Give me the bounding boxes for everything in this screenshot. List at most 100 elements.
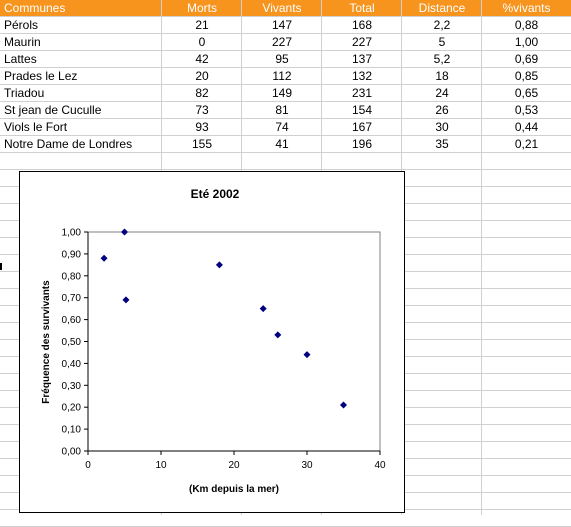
- cell-pct-vivants[interactable]: 0,88: [514, 18, 539, 32]
- data-point: [303, 351, 311, 359]
- y-tick-label: 0,20: [62, 403, 82, 414]
- cell-vivants[interactable]: 95: [275, 52, 289, 66]
- row-gridline: [0, 50, 571, 51]
- data-point: [340, 401, 347, 409]
- x-tick-label: 20: [228, 460, 240, 471]
- x-tick-label: 0: [85, 460, 91, 471]
- cell-distance[interactable]: 2,2: [433, 18, 451, 32]
- cell-pct-vivants[interactable]: 1,00: [514, 35, 539, 49]
- cell-commune[interactable]: Lattes: [4, 52, 37, 66]
- data-point: [122, 296, 130, 304]
- cell-vivants[interactable]: 81: [275, 103, 289, 117]
- y-tick-label: 0,80: [62, 271, 82, 282]
- cell-commune[interactable]: Pérols: [4, 18, 39, 32]
- cell-vivants[interactable]: 112: [272, 69, 292, 83]
- cell-pct-vivants[interactable]: 0,85: [514, 69, 539, 83]
- cell-distance[interactable]: 30: [435, 120, 449, 134]
- y-tick-label: 1,00: [62, 228, 82, 239]
- plot-area: [87, 231, 381, 452]
- cell-pct-vivants[interactable]: 0,69: [514, 52, 539, 66]
- data-point: [274, 331, 282, 339]
- cell-vivants[interactable]: 74: [275, 120, 289, 134]
- chart-title: Eté 2002: [191, 187, 240, 201]
- cell-total[interactable]: 168: [351, 18, 373, 32]
- cell-total[interactable]: 196: [351, 137, 373, 151]
- row-gridline: [0, 84, 571, 85]
- cell-vivants[interactable]: 41: [275, 137, 289, 151]
- cell-vivants[interactable]: 227: [271, 35, 293, 49]
- row-gridline: [0, 16, 571, 17]
- cell-total[interactable]: 231: [351, 86, 373, 100]
- cell-total[interactable]: 167: [351, 120, 373, 134]
- cell-distance[interactable]: 5: [438, 35, 446, 49]
- header-cell-commune[interactable]: Communes: [4, 1, 66, 15]
- cell-commune[interactable]: Triadou: [4, 86, 45, 100]
- data-points: [100, 228, 347, 409]
- cell-pct-vivants[interactable]: 0,44: [514, 120, 539, 134]
- header-cell-distance[interactable]: Distance: [418, 1, 466, 15]
- row-marker: [0, 263, 2, 270]
- x-tick-label: 10: [155, 460, 167, 471]
- header-row: [0, 0, 571, 17]
- header-cell-vivants[interactable]: Vivants: [262, 1, 302, 15]
- y-tick-label: 0,00: [62, 447, 82, 458]
- cell-distance[interactable]: 5,2: [433, 52, 451, 66]
- cell-commune[interactable]: Prades le Lez: [4, 69, 78, 83]
- y-axis-label: Fréquence des survivants: [41, 280, 52, 404]
- cell-morts[interactable]: 82: [195, 86, 209, 100]
- cell-pct-vivants[interactable]: 0,65: [514, 86, 539, 100]
- cell-distance[interactable]: 18: [435, 69, 449, 83]
- x-tick-label: 40: [374, 460, 386, 471]
- cell-commune[interactable]: Viols le Fort: [4, 120, 68, 134]
- header-cell-pct-vivants[interactable]: %vivants: [502, 1, 551, 15]
- cell-morts[interactable]: 0: [198, 35, 206, 49]
- y-tick-label: 0,30: [62, 381, 82, 392]
- row-gridline: [0, 67, 571, 68]
- cell-total[interactable]: 137: [351, 52, 373, 66]
- row-gridline: [0, 33, 571, 34]
- x-tick-label: 30: [301, 460, 313, 471]
- cell-morts[interactable]: 155: [191, 137, 213, 151]
- cell-vivants[interactable]: 149: [271, 86, 293, 100]
- cell-total[interactable]: 154: [351, 103, 373, 117]
- cell-morts[interactable]: 93: [195, 120, 209, 134]
- row-gridline: [0, 152, 571, 153]
- chart-canvas: Eté 2002 (Km depuis la mer) Fréquence de…: [41, 187, 386, 495]
- cell-pct-vivants[interactable]: 0,21: [514, 137, 539, 151]
- cell-morts[interactable]: 21: [195, 18, 209, 32]
- cell-distance[interactable]: 24: [435, 86, 449, 100]
- cell-pct-vivants[interactable]: 0,53: [514, 103, 539, 117]
- row-gridline: [0, 118, 571, 119]
- cell-commune[interactable]: Maurin: [4, 35, 41, 49]
- cell-total[interactable]: 227: [351, 35, 373, 49]
- y-tick-label: 0,90: [62, 249, 82, 260]
- row-gridline: [0, 101, 571, 102]
- cell-commune[interactable]: St jean de Cuculle: [4, 103, 102, 117]
- data-point: [100, 254, 108, 262]
- y-tick-label: 0,40: [62, 359, 82, 370]
- cell-vivants[interactable]: 147: [271, 18, 293, 32]
- header-cell-total[interactable]: Total: [349, 1, 375, 15]
- row-gridline: [0, 135, 571, 136]
- axis-ticks: 0,00 0,10 0,20 0,30 0,40 0,50 0,60 0,70 0,80 0,90…: [62, 228, 386, 472]
- cell-morts[interactable]: 20: [195, 69, 209, 83]
- data-point: [121, 228, 128, 236]
- cell-morts[interactable]: 42: [195, 52, 209, 66]
- row-gridline: [0, 169, 571, 170]
- data-point: [259, 305, 267, 313]
- y-tick-label: 0,50: [62, 337, 82, 348]
- scatter-chart[interactable]: Eté 2002 (Km depuis la mer) Fréquence de…: [19, 171, 405, 513]
- cell-distance[interactable]: 35: [435, 137, 449, 151]
- y-tick-label: 0,60: [62, 315, 82, 326]
- y-tick-label: 0,70: [62, 293, 82, 304]
- cell-commune[interactable]: Notre Dame de Londres: [4, 137, 133, 151]
- x-axis-label: (Km depuis la mer): [189, 484, 279, 495]
- cell-morts[interactable]: 73: [195, 103, 209, 117]
- data-point: [215, 261, 223, 269]
- cell-total[interactable]: 132: [351, 69, 373, 83]
- cell-distance[interactable]: 26: [435, 103, 449, 117]
- column-gridline: [481, 0, 482, 515]
- header-cell-morts[interactable]: Morts: [187, 1, 217, 15]
- y-tick-label: 0,10: [62, 425, 82, 436]
